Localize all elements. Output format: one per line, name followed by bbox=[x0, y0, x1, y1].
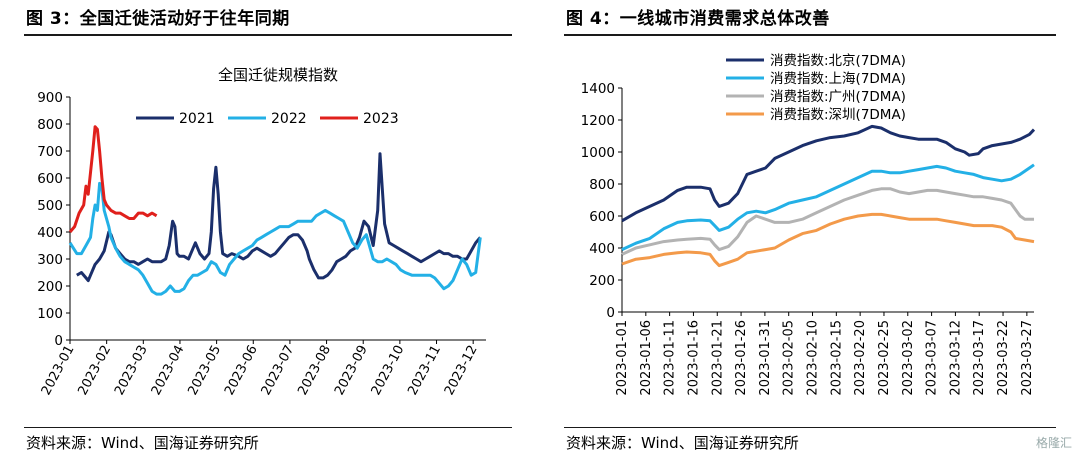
left-y-tick-label: 100 bbox=[37, 306, 63, 322]
right-x-tick-label: 2023-03-02 bbox=[901, 320, 916, 396]
right-x-tick-label: 2023-01-11 bbox=[663, 320, 678, 396]
left-x-tick-label: 2023-06 bbox=[222, 343, 261, 398]
right-y-tick-label: 800 bbox=[589, 177, 615, 193]
left-y-tick-label: 300 bbox=[37, 252, 63, 268]
right-x-tick-label: 2023-02-20 bbox=[853, 320, 868, 396]
left-figure-title: 图 3：全国迁徙活动好于往年同期 bbox=[26, 9, 290, 29]
right-x-tick-label: 2023-03-07 bbox=[925, 320, 940, 396]
right-title-rule bbox=[564, 34, 1056, 36]
right-source-rule bbox=[564, 427, 1056, 428]
right-legend-label-2: 消费指数:广州(7DMA) bbox=[770, 89, 906, 105]
left-title-rule bbox=[24, 34, 512, 36]
left-y-tick-label: 800 bbox=[37, 117, 63, 133]
left-y-tick-label: 700 bbox=[37, 144, 63, 160]
left-series-line-1 bbox=[68, 181, 482, 296]
right-series-line-3 bbox=[621, 212, 1035, 268]
left-x-tick-label: 2023-09 bbox=[332, 343, 371, 398]
left-x-tick-label: 2023-08 bbox=[295, 343, 334, 398]
right-x-tick-label: 2023-02-05 bbox=[782, 320, 797, 396]
right-y-tick-label: 1200 bbox=[581, 113, 615, 129]
right-x-tick-label: 2023-01-16 bbox=[686, 320, 701, 396]
left-series-line-0 bbox=[76, 152, 482, 283]
left-source-note: 资料来源：Wind、国海证券研究所 bbox=[26, 434, 259, 452]
left-y-tick-label: 600 bbox=[37, 171, 63, 187]
left-y-tick-label: 500 bbox=[37, 198, 63, 214]
right-y-tick-label: 600 bbox=[589, 209, 615, 225]
right-x-tick-label: 2023-02-15 bbox=[829, 320, 844, 396]
right-x-tick-label: 2023-01-21 bbox=[710, 320, 725, 396]
right-y-tick-label: 1400 bbox=[581, 81, 615, 97]
left-legend-label-2021: 2021 bbox=[179, 111, 215, 127]
right-x-tick-label: 2023-03-17 bbox=[972, 320, 987, 396]
watermark-logo: 格隆汇 bbox=[1035, 436, 1072, 450]
left-y-tick-label: 200 bbox=[37, 279, 63, 295]
left-legend-label-2023: 2023 bbox=[363, 111, 399, 127]
right-x-tick-label: 2023-01-31 bbox=[758, 320, 773, 396]
right-figure-title: 图 4：一线城市消费需求总体改善 bbox=[566, 9, 830, 29]
left-x-tick-label: 2023-02 bbox=[75, 343, 114, 398]
right-series-line-1 bbox=[621, 163, 1035, 251]
right-series-line-2 bbox=[621, 187, 1034, 256]
right-source-note: 资料来源：Wind、国海证券研究所 bbox=[566, 434, 799, 452]
right-y-tick-label: 200 bbox=[589, 273, 615, 289]
right-x-tick-label: 2023-03-12 bbox=[948, 320, 963, 396]
right-y-tick-label: 0 bbox=[606, 305, 615, 321]
left-y-tick-label: 400 bbox=[37, 225, 63, 241]
left-series-line-2 bbox=[68, 125, 158, 233]
left-x-tick-label: 2023-03 bbox=[112, 343, 151, 398]
right-legend-label-1: 消费指数:上海(7DMA) bbox=[770, 71, 906, 87]
right-chart-svg: 0 200 400 600 800 1000 1200 1400 2023-01-01 2023-… bbox=[581, 53, 1036, 396]
left-x-tick-label: 2023-11 bbox=[405, 343, 444, 398]
left-x-tick-label: 2023-12 bbox=[442, 343, 481, 398]
left-x-tick-label: 2023-07 bbox=[259, 343, 298, 398]
left-x-tick-label: 2023-10 bbox=[369, 343, 408, 398]
right-legend-label-0: 消费指数:北京(7DMA) bbox=[770, 53, 906, 69]
left-legend-label-2022: 2022 bbox=[271, 111, 307, 127]
left-x-tick-label: 2023-01 bbox=[39, 343, 78, 398]
right-x-tick-label: 2023-03-27 bbox=[1020, 320, 1035, 396]
right-y-tick-label: 400 bbox=[589, 241, 615, 257]
left-y-tick-label: 900 bbox=[37, 90, 63, 106]
left-chart-title: 全国迁徙规模指数 bbox=[218, 66, 338, 84]
right-series-line-0 bbox=[621, 124, 1036, 223]
right-x-tick-label: 2023-03-22 bbox=[996, 320, 1011, 396]
left-chart-svg: 全国迁徙规模指数 0 100 200 300 400 500 600 700 800 900 2023… bbox=[37, 66, 486, 398]
right-x-tick-label: 2023-02-25 bbox=[877, 320, 892, 396]
right-x-tick-label: 2023-01-01 bbox=[615, 320, 630, 396]
right-x-tick-label: 2023-02-10 bbox=[806, 320, 821, 396]
right-y-tick-label: 1000 bbox=[581, 145, 615, 161]
right-x-tick-label: 2023-01-26 bbox=[734, 320, 749, 396]
right-legend-label-3: 消费指数:深圳(7DMA) bbox=[770, 107, 906, 123]
left-x-tick-label: 2023-05 bbox=[185, 343, 224, 398]
right-x-tick-label: 2023-01-06 bbox=[639, 320, 654, 396]
left-source-rule bbox=[24, 427, 512, 428]
left-x-tick-label: 2023-04 bbox=[149, 343, 188, 398]
left-y-tick-label: 0 bbox=[54, 333, 63, 349]
